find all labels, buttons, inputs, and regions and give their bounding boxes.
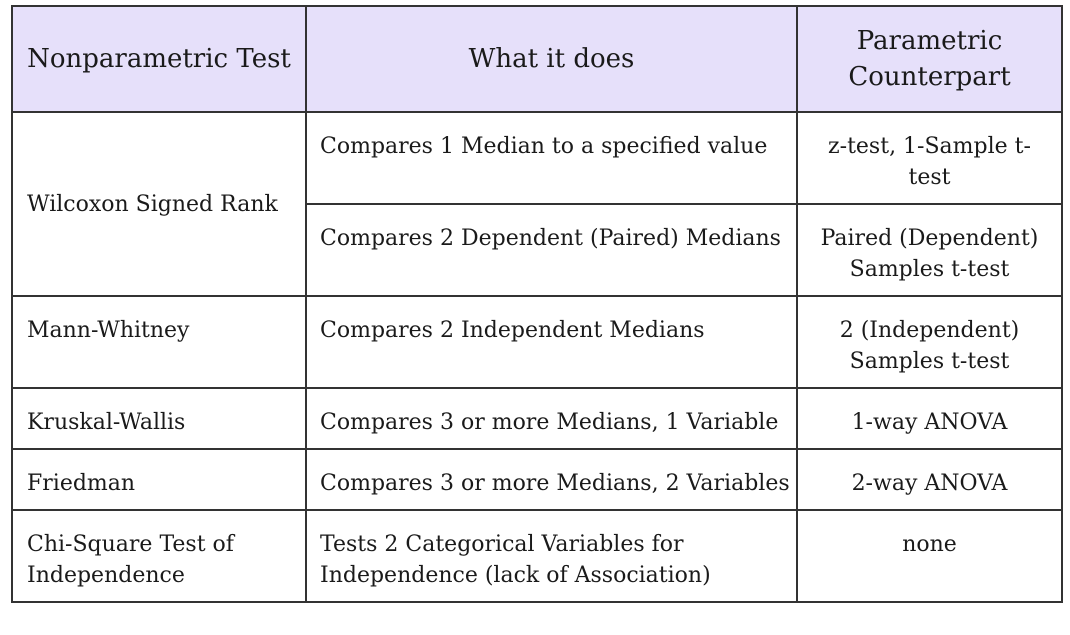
- table-row: Friedman Compares 3 or more Medians, 2 V…: [11, 448, 1063, 511]
- parametric-counterpart: none: [796, 509, 1063, 603]
- header-what-it-does: What it does: [305, 5, 798, 113]
- nonparametric-tests-table: Nonparametric Test What it does Parametr…: [11, 5, 1063, 603]
- table-row: Compares 2 Dependent (Paired) Medians Pa…: [12, 203, 1063, 297]
- table-row: Mann-Whitney Compares 2 Independent Medi…: [11, 295, 1063, 389]
- test-name: Mann-Whitney: [11, 295, 307, 389]
- parametric-counterpart: 2-way ANOVA: [796, 448, 1063, 511]
- parametric-counterpart: Paired (Dependent) Samples t-test: [796, 203, 1063, 297]
- test-description: Compares 3 or more Medians, 1 Variable: [305, 387, 798, 450]
- test-name: Chi-Square Test of Independence: [11, 509, 307, 603]
- table-row: Wilcoxon Signed Rank Compares 1 Median t…: [11, 111, 1063, 297]
- table-row: Kruskal-Wallis Compares 3 or more Median…: [11, 387, 1063, 450]
- parametric-counterpart: z-test, 1-Sample t-test: [796, 111, 1063, 205]
- test-name: Wilcoxon Signed Rank: [11, 111, 307, 297]
- test-description: Compares 3 or more Medians, 2 Variables: [305, 448, 798, 511]
- table-row: Chi-Square Test of Independence Tests 2 …: [11, 509, 1063, 603]
- test-name: Kruskal-Wallis: [11, 387, 307, 450]
- test-description: Tests 2 Categorical Variables for Indepe…: [305, 509, 798, 603]
- parametric-counterpart: 1-way ANOVA: [796, 387, 1063, 450]
- header-row: Nonparametric Test What it does Parametr…: [11, 5, 1063, 113]
- test-name: Friedman: [11, 448, 307, 511]
- parametric-counterpart: 2 (Independent) Samples t-test: [796, 295, 1063, 389]
- header-test: Nonparametric Test: [11, 5, 307, 113]
- test-description: Compares 2 Dependent (Paired) Medians: [305, 203, 798, 297]
- header-parametric-counterpart: Parametric Counterpart: [796, 5, 1063, 113]
- test-description: Compares 2 Independent Medians: [305, 295, 798, 389]
- test-description: Compares 1 Median to a specified value: [305, 111, 798, 205]
